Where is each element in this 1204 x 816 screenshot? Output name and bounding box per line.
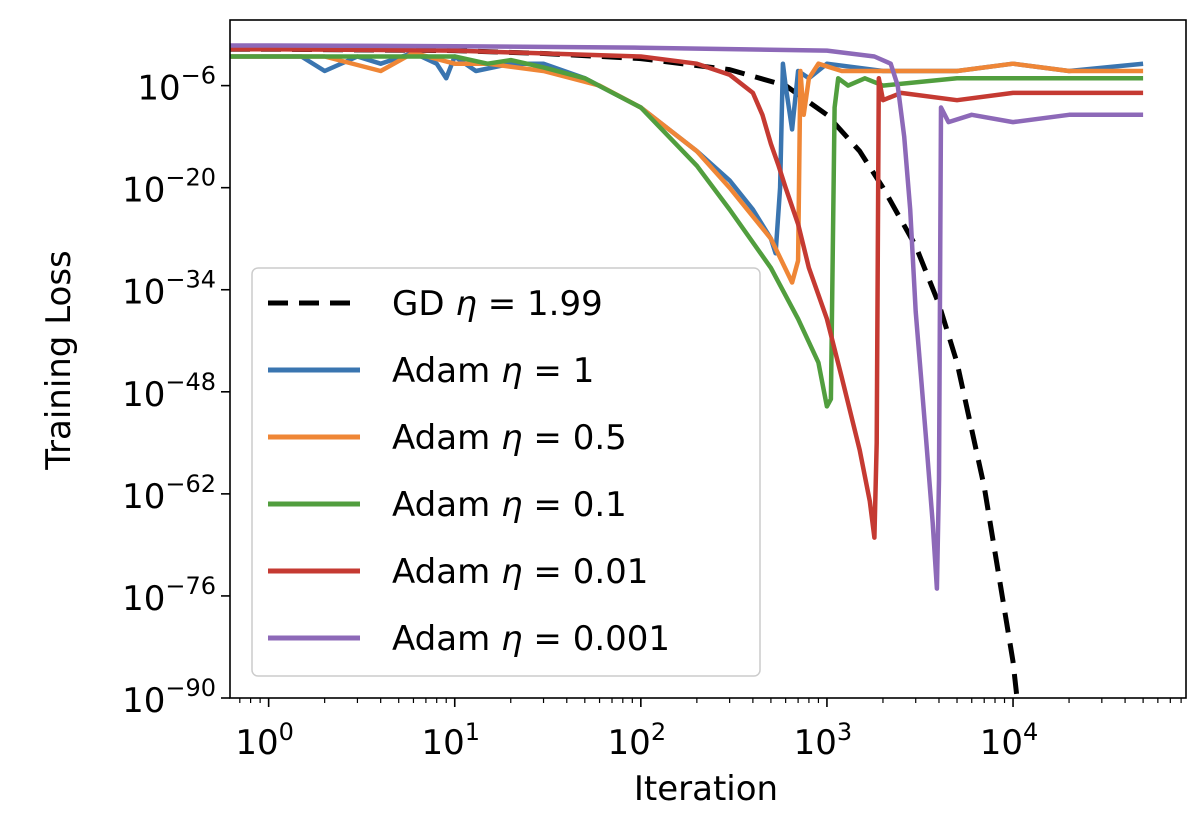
y-tick-exponent: −20 bbox=[165, 164, 216, 192]
x-tick-exponent: 2 bbox=[651, 718, 666, 746]
y-tick-base: 10 bbox=[122, 375, 165, 415]
legend-equals: = bbox=[523, 418, 573, 458]
y-tick-exponent: −6 bbox=[181, 62, 216, 90]
x-tick-exponent: 0 bbox=[279, 718, 294, 746]
y-tick-label: 10−20 bbox=[122, 164, 216, 211]
series-line-adam0001 bbox=[230, 43, 1144, 591]
x-tick-base: 10 bbox=[608, 723, 651, 763]
x-tick-base: 10 bbox=[980, 723, 1023, 763]
legend-equals: = bbox=[523, 619, 573, 659]
y-tick-label: 10−34 bbox=[122, 266, 216, 313]
legend-label-adam01: Adam η = 0.1 bbox=[392, 485, 627, 525]
legend-eta-symbol: η bbox=[455, 284, 477, 324]
legend-series-name: Adam bbox=[392, 418, 501, 458]
y-tick-base: 10 bbox=[122, 681, 165, 721]
legend-equals: = bbox=[477, 284, 527, 324]
x-tick-label: 101 bbox=[421, 718, 480, 763]
y-axis-title: Training Loss bbox=[39, 250, 79, 471]
legend-eta-symbol: η bbox=[501, 485, 523, 525]
x-tick-base: 10 bbox=[235, 723, 278, 763]
x-axis-title: Iteration bbox=[634, 769, 778, 809]
legend-equals: = bbox=[523, 485, 573, 525]
y-tick-label: 10−6 bbox=[137, 62, 216, 109]
y-tick-exponent: −48 bbox=[165, 368, 216, 396]
y-tick-exponent: −62 bbox=[165, 470, 216, 498]
x-tick-exponent: 3 bbox=[837, 718, 852, 746]
legend-param-value: 0.001 bbox=[573, 619, 670, 659]
legend-series-name: Adam bbox=[392, 552, 501, 592]
legend-label-adam001: Adam η = 0.01 bbox=[392, 552, 648, 592]
series-line-adam05 bbox=[230, 50, 1144, 285]
x-tick-label: 102 bbox=[608, 718, 667, 763]
x-tick-label: 100 bbox=[235, 718, 294, 763]
x-tick-exponent: 4 bbox=[1023, 718, 1038, 746]
legend-eta-symbol: η bbox=[501, 619, 523, 659]
y-tick-exponent: −34 bbox=[165, 266, 216, 294]
x-tick-base: 10 bbox=[421, 723, 464, 763]
legend-label-gd: GD η = 1.99 bbox=[392, 284, 603, 324]
legend-label-adam05: Adam η = 0.5 bbox=[392, 418, 627, 458]
y-tick-exponent: −76 bbox=[165, 572, 216, 600]
legend-equals: = bbox=[523, 351, 573, 391]
legend-param-value: 1.99 bbox=[527, 284, 603, 324]
legend-eta-symbol: η bbox=[501, 552, 523, 592]
legend-eta-symbol: η bbox=[501, 418, 523, 458]
series-line-gd bbox=[230, 46, 1020, 698]
y-tick-base: 10 bbox=[122, 477, 165, 517]
x-axis: 100 101 102 103 104 bbox=[235, 698, 1182, 763]
legend-param-value: 1 bbox=[573, 351, 595, 391]
y-tick-base: 10 bbox=[137, 69, 180, 109]
series-layer bbox=[230, 43, 1144, 698]
y-tick-label: 10−62 bbox=[122, 470, 216, 517]
y-tick-base: 10 bbox=[122, 171, 165, 211]
series-line-adam001 bbox=[230, 46, 1144, 540]
legend-param-value: 0.1 bbox=[573, 485, 627, 525]
y-tick-label: 10−76 bbox=[122, 572, 216, 619]
y-tick-exponent: −90 bbox=[165, 674, 216, 702]
legend-eta-symbol: η bbox=[501, 351, 523, 391]
legend-frame bbox=[251, 267, 761, 677]
x-tick-label: 103 bbox=[794, 718, 853, 763]
legend-series-name: Adam bbox=[392, 485, 501, 525]
x-tick-exponent: 1 bbox=[465, 718, 480, 746]
x-tick-label: 104 bbox=[980, 718, 1039, 763]
legend-equals: = bbox=[523, 552, 573, 592]
y-tick-label: 10−90 bbox=[122, 674, 216, 721]
plot-frame bbox=[229, 19, 1187, 699]
y-tick-label: 10−48 bbox=[122, 368, 216, 415]
legend-series-name: Adam bbox=[392, 619, 501, 659]
x-tick-base: 10 bbox=[794, 723, 837, 763]
y-tick-base: 10 bbox=[122, 579, 165, 619]
legend-label-adam1: Adam η = 1 bbox=[392, 351, 594, 391]
legend-param-value: 0.5 bbox=[573, 418, 627, 458]
series-line-adam01 bbox=[230, 54, 1144, 409]
legend-series-name: Adam bbox=[392, 351, 501, 391]
legend-label-adam0001: Adam η = 0.001 bbox=[392, 619, 670, 659]
y-tick-base: 10 bbox=[122, 273, 165, 313]
legend-param-value: 0.01 bbox=[573, 552, 649, 592]
legend-series-name: GD bbox=[392, 284, 455, 324]
